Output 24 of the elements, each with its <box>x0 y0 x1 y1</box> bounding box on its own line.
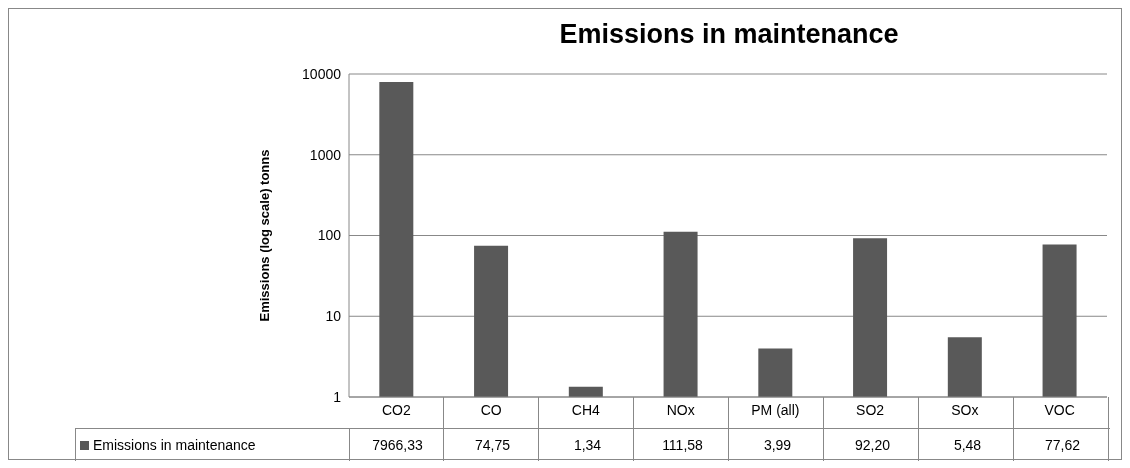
y-tick-label: 1000 <box>309 146 342 163</box>
data-label: 5,48 <box>952 436 983 455</box>
x-tick-label: SO2 <box>856 401 885 418</box>
chart-title: Emissions in maintenance <box>558 19 900 50</box>
data-label: 111,58 <box>661 436 704 455</box>
data-label: 7966,33 <box>371 436 424 455</box>
x-tick-label: SOx <box>951 401 979 418</box>
data-label: 77,62 <box>1043 436 1081 455</box>
x-tick-label: PM (all) <box>751 401 800 418</box>
data-label: 1,34 <box>572 436 603 455</box>
data-label: 3,99 <box>762 436 793 455</box>
y-tick-label: 100 <box>317 227 342 244</box>
x-tick-label: CO <box>480 401 502 418</box>
data-label: 92,20 <box>853 436 891 455</box>
x-tick-label: CO2 <box>381 401 411 418</box>
data-label: 74,75 <box>473 436 511 455</box>
x-tick-label: VOC <box>1044 401 1075 418</box>
x-tick-label: CH4 <box>571 401 601 418</box>
legend-label: Emissions in maintenance <box>93 437 256 453</box>
y-tick-label: 10000 <box>302 65 342 82</box>
y-axis-title: Emissions (log scale) tonns <box>256 149 272 322</box>
y-tick-label: 1 <box>333 388 342 405</box>
y-tick-label: 10 <box>325 308 342 325</box>
x-tick-label: NOx <box>666 401 695 418</box>
